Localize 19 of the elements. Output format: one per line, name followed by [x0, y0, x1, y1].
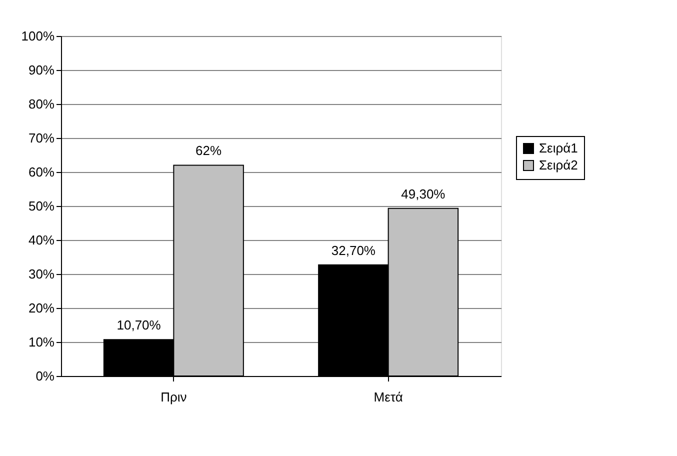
y-tick-label: 0% — [36, 368, 55, 384]
x-tick-label: Μετά — [374, 390, 404, 404]
data-label: 62% — [196, 143, 222, 158]
y-tick-label: 90% — [28, 62, 55, 78]
y-tick-label: 80% — [28, 96, 55, 112]
y-tick-label: 50% — [28, 198, 55, 214]
legend-label: Σειρά2 — [539, 158, 578, 172]
y-tick-label: 10% — [28, 334, 55, 350]
data-label: 10,70% — [116, 318, 162, 333]
data-label: 49,30% — [401, 186, 446, 202]
y-tick-label: 20% — [28, 300, 55, 316]
legend-label: Σειρά1 — [539, 140, 578, 156]
y-tick-label: 70% — [28, 130, 55, 146]
y-tick-label: 40% — [28, 232, 55, 248]
data-label: 32,70% — [331, 242, 376, 258]
y-tick-label: 30% — [28, 266, 55, 282]
y-tick-label: 100% — [21, 28, 55, 44]
y-tick-label: 60% — [28, 164, 55, 180]
x-tick-label: Πριν — [160, 390, 187, 404]
